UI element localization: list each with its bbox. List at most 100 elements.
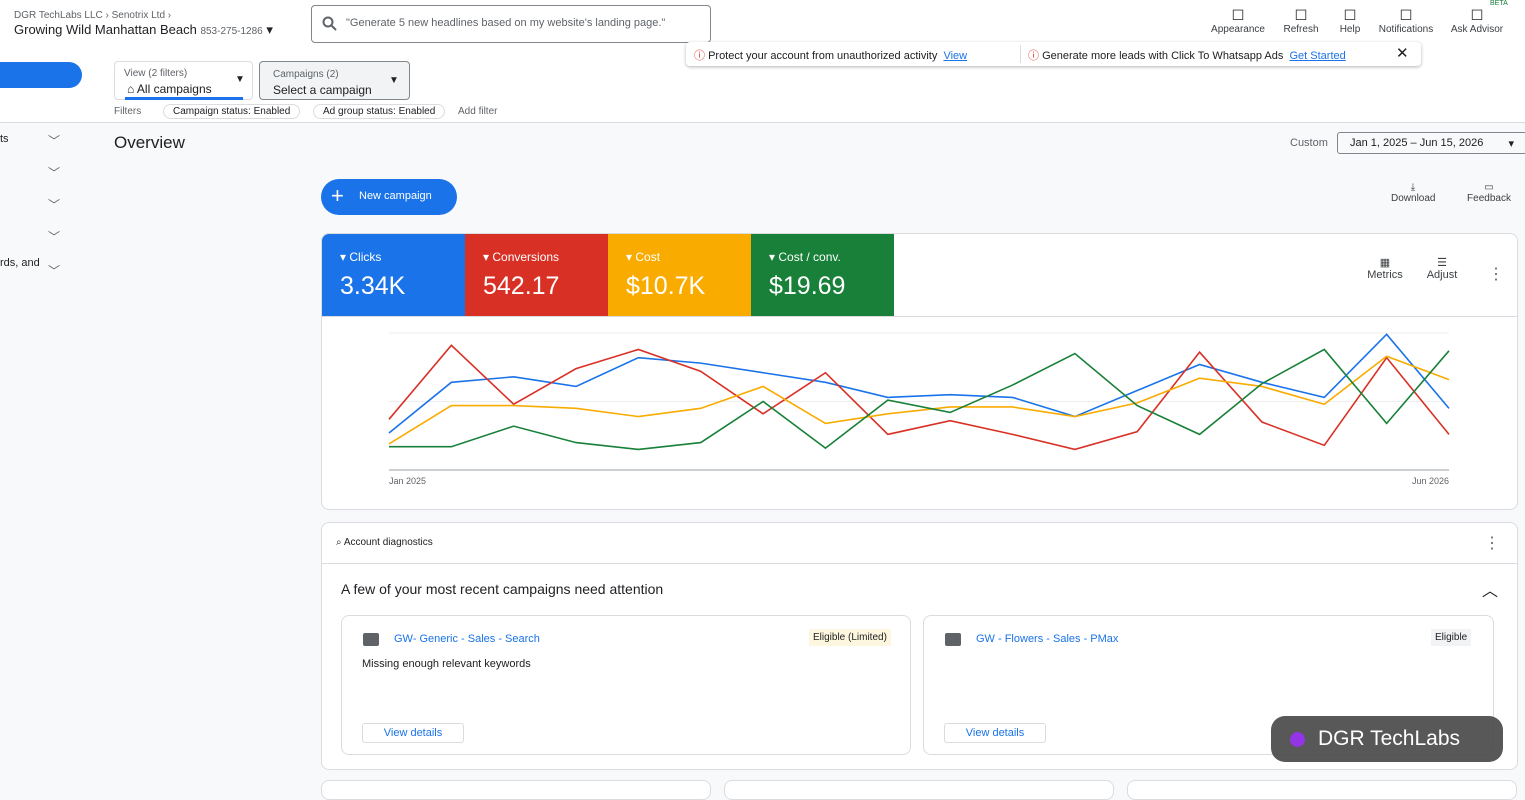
badge-text: DGR TechLabs (1318, 727, 1461, 750)
metric-tile[interactable]: ▾ Cost $10.7K (608, 234, 751, 316)
metric-name: ▾ Conversions (483, 250, 560, 264)
search-text: "Generate 5 new headlines based on my we… (346, 17, 666, 29)
button-text: New campaign (359, 190, 432, 202)
label: View (2 filters) (124, 68, 188, 79)
notice: ⓘ Protect your account from unauthorized… (694, 50, 968, 62)
notice: ⓘ Generate more leads with Click To What… (1028, 50, 1346, 62)
chevron: ﹀ (48, 134, 61, 148)
notice-text: Protect your account from unauthorized a… (708, 50, 938, 62)
metric-total: $19.69 (769, 272, 846, 300)
action[interactable]: ▭ Feedback (1467, 182, 1511, 204)
account-name: Growing Wild Manhattan Beach (14, 22, 197, 37)
series-line (389, 348, 1450, 451)
tool-label: Ask Advisor (1450, 24, 1504, 35)
chart-tool[interactable]: ▦ Metrics (1367, 257, 1403, 281)
crumb[interactable]: DGR TechLabs LLC (14, 10, 103, 21)
diagnostics-card: ⌕ Account diagnostics ⋮ A few of your mo… (321, 522, 1518, 770)
search-icon (322, 16, 337, 31)
diag-title: ⌕ Account diagnostics (336, 537, 433, 548)
value: Select a campaign (273, 83, 372, 97)
metric-name-text: Cost / conv. (778, 250, 841, 264)
create-button[interactable] (0, 62, 82, 88)
metric-name-text: Clicks (349, 250, 382, 264)
metric-tile[interactable]: ▾ Conversions 542.17 (465, 234, 609, 316)
chart-card: ▾ Clicks 3.34K ▾ Conversions 542.17 ▾ Cost $1… (321, 233, 1518, 510)
view-value: All campaigns (136, 82, 212, 96)
tool-icon: ◻ (1470, 6, 1484, 23)
crumb[interactable]: Senotrix Ltd (111, 10, 166, 21)
chart-tool[interactable]: ☰ Adjust (1426, 257, 1458, 281)
metric-tile[interactable]: ▾ Cost / conv. $19.69 (751, 234, 894, 316)
action[interactable]: ⤓ Download (1391, 182, 1436, 204)
tool-label: Refresh (1283, 24, 1319, 35)
x-tick-label: Jun 2026 (1412, 476, 1449, 486)
chip[interactable]: Campaign status: Enabled (163, 104, 301, 119)
notice-link[interactable]: Get Started (1289, 50, 1346, 62)
add-filter[interactable]: Add filter (458, 106, 498, 117)
chip[interactable]: Ad group status: Enabled (313, 104, 446, 119)
notice-text: Generate more leads with Click To Whatsa… (1042, 50, 1284, 62)
search-box[interactable]: "Generate 5 new headlines based on my we… (311, 5, 711, 43)
metric-name-text: Cost (635, 250, 661, 264)
tool[interactable]: ◻ Refresh (1266, 4, 1336, 35)
filters-label: Filters (114, 106, 142, 117)
metric-name: ▾ Clicks (340, 250, 382, 264)
metric-name: ▾ Cost / conv. (769, 250, 841, 264)
notice-bar: ⓘ Protect your account from unauthorized… (686, 42, 1421, 66)
view-details[interactable]: View details (362, 723, 464, 743)
collapse[interactable]: ︿ (1482, 583, 1499, 600)
label: Campaigns (2) (273, 69, 339, 80)
menu[interactable]: ⋮ (1484, 535, 1500, 552)
chevron: ﹀ (48, 264, 61, 278)
tool-label: Adjust (1426, 269, 1458, 281)
status: Eligible (Limited) (809, 629, 891, 646)
metric-total: 542.17 (483, 272, 560, 300)
series-line (388, 355, 1450, 445)
tool-icon: ◻ (1343, 6, 1357, 23)
chart: Jan 2025 Jun 2026 (388, 332, 1450, 486)
tool-label: Appearance (1211, 24, 1265, 35)
campaign-name[interactable]: GW - Flowers - Sales - PMax (976, 633, 1119, 645)
view-details[interactable]: View details (944, 723, 1046, 743)
issue: Missing enough relevant keywords (362, 658, 531, 670)
tool[interactable]: ◻ Notifications (1371, 4, 1441, 35)
x-tick-label: Jan 2025 (389, 476, 426, 486)
tool-icon: ◻ (1294, 6, 1308, 23)
action-label: Feedback (1467, 193, 1511, 204)
nav-item[interactable]: ts (0, 133, 9, 145)
campaign-name[interactable]: GW- Generic - Sales - Search (394, 633, 540, 645)
metric-name: ▾ Cost (626, 250, 661, 264)
account[interactable]: Growing Wild Manhattan Beach 853-275-128… (14, 22, 273, 37)
tool-label: Notifications (1378, 24, 1434, 35)
series-line (388, 333, 1450, 434)
chevron: ﹀ (48, 198, 61, 212)
close[interactable]: ✕ (1396, 45, 1409, 62)
tool[interactable]: ◻ Appearance (1203, 4, 1273, 35)
new-campaign[interactable]: + New campaign (321, 179, 457, 215)
tool[interactable]: ◻ Ask Advisor (1442, 4, 1512, 35)
campaign-select[interactable]: Campaigns (2) Select a campaign ▼ (259, 61, 410, 100)
date-picker[interactable]: Jan 1, 2025 – Jun 15, 2026 ▾ (1337, 132, 1525, 154)
metric-total: $10.7K (626, 272, 706, 300)
breadcrumb[interactable]: DGR TechLabs LLC › Senotrix Ltd › (14, 10, 172, 21)
page-title: Overview (114, 133, 185, 152)
tool-icon: ◻ (1399, 6, 1413, 23)
metric-name-text: Conversions (492, 250, 560, 264)
campaign-card: GW- Generic - Sales - Search Eligible (L… (341, 615, 911, 755)
metric-tile[interactable]: ▾ Clicks 3.34K (322, 234, 465, 316)
menu[interactable]: ⋮ (1488, 266, 1504, 283)
diag-title-text: Account diagnostics (343, 537, 433, 548)
series-line (388, 344, 1450, 451)
date-label: Custom (1290, 137, 1328, 149)
notice-link[interactable]: View (943, 50, 968, 62)
diag-heading: A few of your most recent campaigns need… (341, 581, 664, 597)
view-select[interactable]: View (2 filters) ⌂ All campaigns ▼ (114, 61, 253, 100)
tool-icon: ◻ (1231, 6, 1245, 23)
date-range: Jan 1, 2025 – Jun 15, 2026 (1350, 137, 1484, 149)
chevron: ﹀ (48, 230, 61, 244)
nav-item[interactable]: rds, and (0, 257, 40, 269)
value: ⌂ All campaigns (127, 82, 212, 96)
tool-label: Help (1339, 24, 1361, 35)
tool[interactable]: ◻ Help (1315, 4, 1385, 35)
